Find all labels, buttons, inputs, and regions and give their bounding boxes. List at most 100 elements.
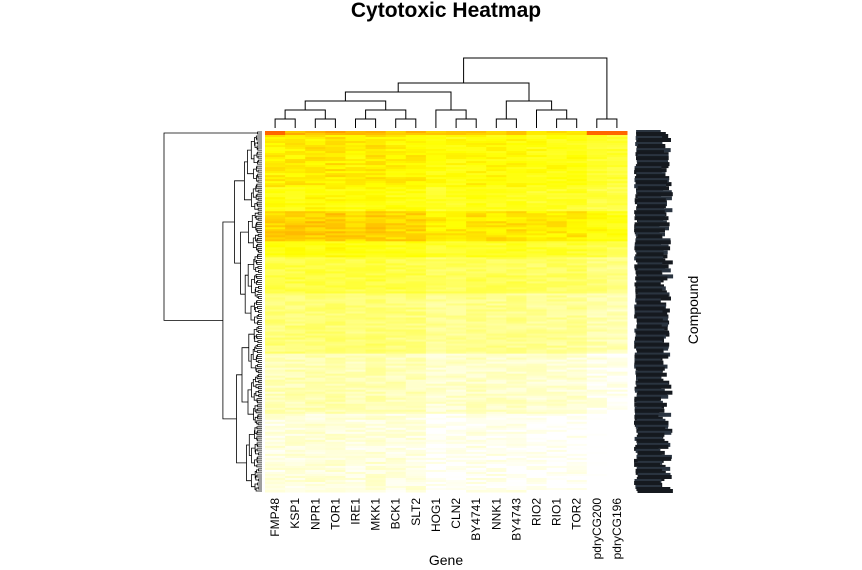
heatmap-cell	[325, 259, 346, 262]
heatmap-cell	[586, 229, 608, 232]
heatmap-cell	[526, 375, 548, 379]
heatmap-cell	[325, 177, 346, 180]
heatmap-cell	[305, 159, 326, 162]
heatmap-cell	[425, 415, 447, 419]
heatmap-cell	[486, 199, 507, 202]
heatmap-cell	[466, 387, 487, 391]
heatmap-cell	[586, 221, 608, 224]
heatmap-cell	[446, 409, 467, 413]
heatmap-cell	[305, 147, 326, 150]
heatmap-cell	[446, 309, 467, 312]
heatmap-cell	[506, 401, 527, 405]
heatmap-cell	[385, 389, 407, 393]
heatmap-cell	[385, 293, 407, 296]
heatmap-cell	[425, 155, 447, 158]
heatmap-cell	[325, 417, 346, 421]
heatmap-cell	[506, 357, 527, 361]
heatmap-cell	[405, 465, 427, 469]
heatmap-cell	[385, 403, 407, 407]
heatmap-cell	[566, 195, 588, 198]
heatmap-cell	[325, 149, 346, 152]
row-dendrogram-branch	[257, 155, 262, 159]
heatmap-cell	[265, 145, 286, 148]
heatmap-cell	[446, 251, 467, 254]
heatmap-cell	[566, 229, 588, 232]
heatmap-cell	[486, 251, 507, 254]
heatmap-cell	[606, 151, 628, 154]
heatmap-cell	[345, 249, 367, 252]
heatmap-cell	[305, 179, 326, 182]
heatmap-cell	[285, 349, 306, 353]
heatmap-cell	[365, 383, 387, 387]
heatmap-cell	[446, 237, 467, 240]
heatmap-cell	[405, 433, 427, 437]
heatmap-cell	[506, 331, 527, 335]
heatmap-cell	[365, 417, 387, 421]
heatmap-cell	[446, 277, 467, 280]
heatmap-cell	[345, 255, 367, 258]
heatmap-cell	[285, 289, 306, 292]
column-label: TOR1	[328, 498, 342, 530]
heatmap-cell	[285, 175, 306, 178]
heatmap-cell	[345, 387, 367, 391]
heatmap-cell	[405, 271, 427, 274]
heatmap-cell	[325, 321, 346, 325]
heatmap-cell	[526, 471, 548, 475]
heatmap-cell	[506, 261, 527, 264]
heatmap-cell	[325, 483, 346, 487]
heatmap-cell	[305, 371, 326, 375]
heatmap-cell	[586, 271, 608, 274]
heatmap-cell	[486, 309, 507, 312]
heatmap-cell	[385, 461, 407, 465]
row-dendrogram-branch	[257, 460, 262, 464]
heatmap-cell	[486, 465, 507, 469]
heatmap-cell	[506, 411, 527, 415]
heatmap-cell	[425, 481, 447, 485]
heatmap-cell	[325, 449, 346, 453]
heatmap-cell	[606, 379, 628, 383]
heatmap-cell	[566, 205, 588, 208]
heatmap-cell	[586, 427, 608, 431]
heatmap-cell	[365, 299, 387, 302]
heatmap-cell	[566, 345, 588, 349]
heatmap-cell	[586, 183, 608, 186]
heatmap-cell	[566, 257, 588, 260]
heatmap-cell	[425, 271, 447, 274]
heatmap-cell	[506, 307, 527, 310]
heatmap-cell	[265, 219, 286, 222]
heatmap-cell	[345, 461, 367, 465]
heatmap-cell	[285, 155, 306, 158]
column-label: CLN2	[449, 498, 463, 529]
heatmap-cell	[586, 435, 608, 439]
heatmap-cell	[466, 255, 487, 258]
heatmap-cell	[606, 337, 628, 341]
heatmap-cell	[486, 263, 507, 266]
heatmap-cell	[546, 455, 568, 459]
heatmap-cell	[305, 211, 326, 214]
heatmap-cell	[345, 211, 367, 214]
heatmap-cell	[305, 391, 326, 395]
heatmap-cell	[586, 467, 608, 471]
heatmap-cell	[546, 449, 568, 453]
heatmap-cell	[365, 219, 387, 222]
heatmap-cell	[526, 481, 548, 485]
heatmap-cell	[546, 287, 568, 290]
heatmap-cell	[566, 483, 588, 487]
heatmap-cell	[446, 471, 467, 475]
heatmap-cell	[546, 459, 568, 463]
heatmap-cell	[345, 267, 367, 270]
heatmap-cell	[365, 307, 387, 310]
heatmap-cell	[506, 245, 527, 248]
heatmap-cell	[345, 339, 367, 343]
heatmap-cell	[425, 419, 447, 423]
heatmap-cell	[506, 327, 527, 331]
heatmap-cell	[285, 369, 306, 373]
heatmap-cell	[506, 267, 527, 270]
heatmap-cell	[506, 151, 527, 154]
heatmap-cell	[385, 369, 407, 373]
heatmap-cell	[345, 403, 367, 407]
heatmap-cell	[466, 285, 487, 288]
heatmap-cell	[265, 267, 286, 270]
heatmap-cell	[526, 201, 548, 204]
heatmap-cell	[285, 151, 306, 154]
